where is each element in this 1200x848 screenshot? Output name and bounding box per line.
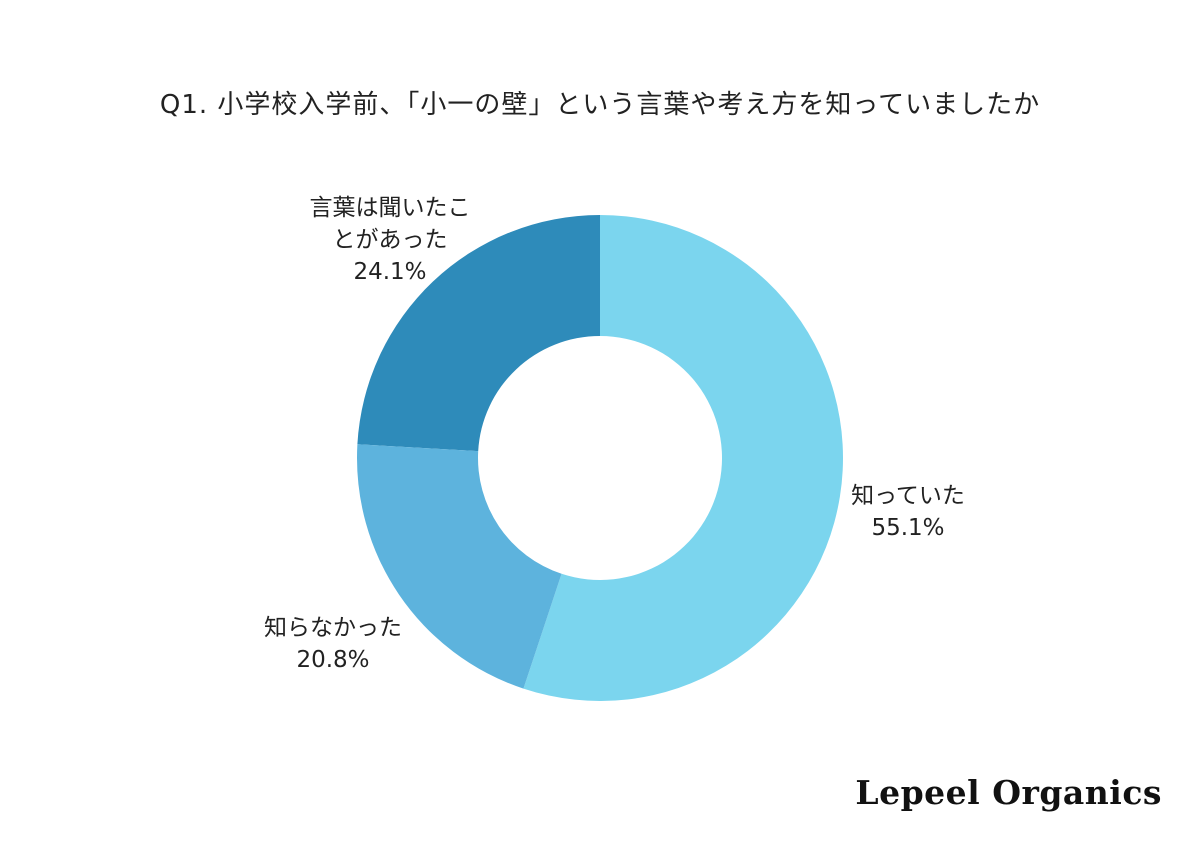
slice-label-heard-text-line2: とがあった: [332, 227, 448, 253]
slice-unknown: [357, 444, 562, 689]
slice-label-known-text: 知っていた: [851, 483, 965, 509]
slice-label-known: 知っていた 55.1%: [838, 480, 978, 544]
slice-label-heard-text-line1: 言葉は聞いたこ: [309, 195, 471, 221]
slice-label-heard-value: 24.1%: [353, 259, 427, 285]
slice-known: [523, 215, 844, 701]
slice-label-unknown-value: 20.8%: [296, 647, 370, 673]
slice-label-unknown-text: 知らなかった: [264, 615, 402, 641]
chart-title: Q1. 小学校入学前、「小一の壁」という言葉や考え方を知っていましたか: [159, 90, 1041, 120]
brand-logo: Lepeel Organics: [855, 773, 1162, 812]
slice-label-unknown: 知らなかった 20.8%: [248, 612, 418, 676]
slice-label-known-value: 55.1%: [871, 515, 945, 541]
slice-heard: [357, 215, 600, 452]
slice-label-heard: 言葉は聞いたこ とがあった 24.1%: [300, 192, 480, 288]
